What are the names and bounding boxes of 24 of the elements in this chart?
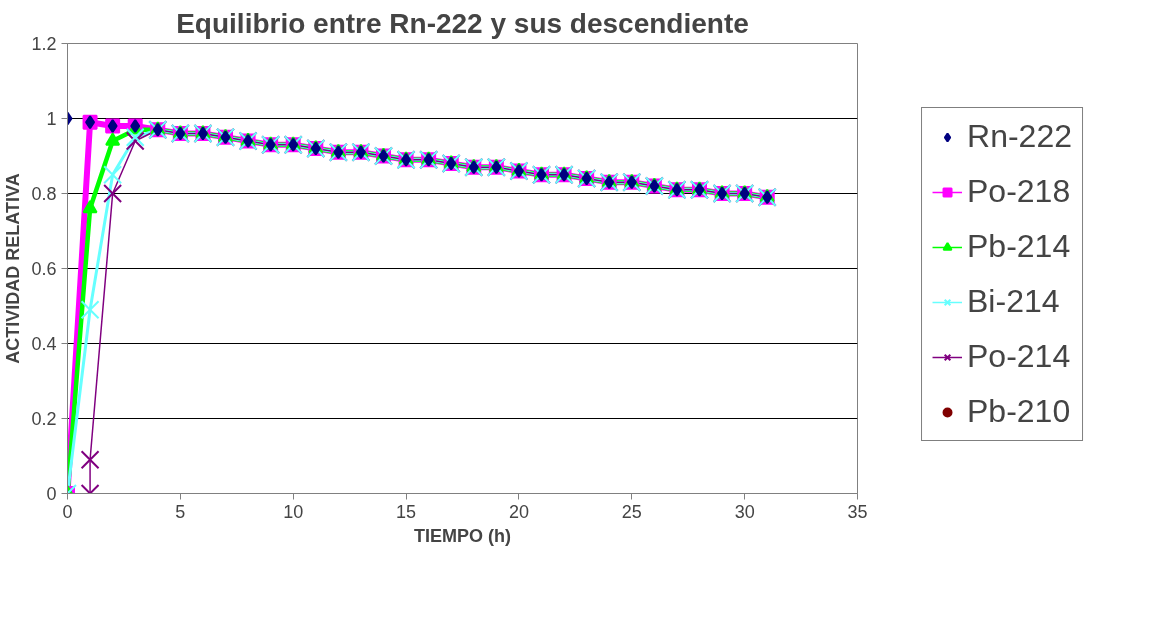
y-tick-label: 0.6 [31, 259, 57, 279]
legend-label: Bi-214 [967, 283, 1060, 320]
y-axis-title: ACTIVIDAD RELATIVA [3, 173, 24, 364]
y-tick-label: 0.4 [31, 334, 57, 354]
y-tick-label: 1.2 [31, 34, 57, 54]
chart-title: Equilibrio entre Rn-222 y sus descendiente [176, 7, 749, 39]
x-tick-label: 35 [847, 501, 868, 522]
legend-label: Po-214 [967, 338, 1071, 375]
x-tick-label: 30 [734, 501, 755, 522]
x-tick-label: 10 [283, 501, 304, 522]
x-tick-label: 0 [62, 501, 73, 522]
x-tick-label: 5 [175, 501, 186, 522]
x-tick-label: 25 [621, 501, 642, 522]
legend-label: Pb-210 [967, 393, 1071, 430]
legend-label: Po-218 [967, 173, 1071, 210]
x-axis-title: TIEMPO (h) [414, 525, 512, 546]
x-tick-label: 15 [396, 501, 417, 522]
y-tick-label: 0.8 [31, 184, 57, 204]
x-tick-label: 20 [508, 501, 529, 522]
y-tick-label: 1 [46, 109, 57, 129]
legend-label: Pb-214 [967, 228, 1071, 265]
legend-label: Rn-222 [967, 118, 1072, 155]
y-tick-label: 0 [46, 484, 57, 504]
y-tick-label: 0.2 [31, 409, 57, 429]
